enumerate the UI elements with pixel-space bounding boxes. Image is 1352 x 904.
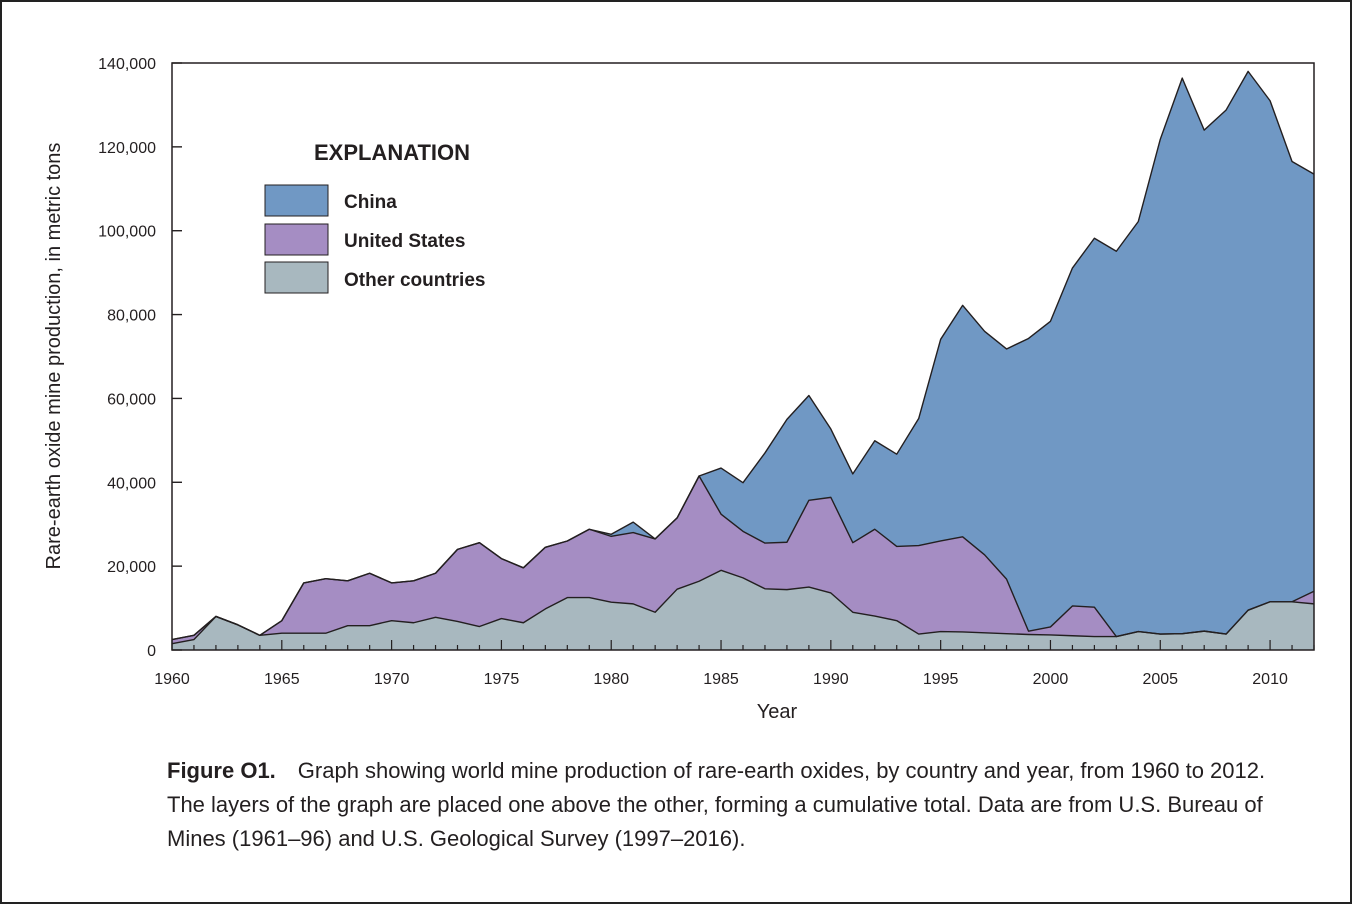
legend-title: EXPLANATION xyxy=(314,140,470,165)
x-tick-label: 1995 xyxy=(923,671,959,688)
y-tick-label: 20,000 xyxy=(107,559,156,576)
area-other-countries xyxy=(172,570,1314,650)
x-tick-label: 1985 xyxy=(703,671,739,688)
y-tick-label: 60,000 xyxy=(107,391,156,408)
y-tick-label: 140,000 xyxy=(98,56,156,73)
y-axis: 0 20,000 40,000 60,000 80,000 100,000 120,000 1… xyxy=(98,56,182,660)
caption-label: Figure O1. xyxy=(167,758,276,783)
x-axis-title: Year xyxy=(757,701,798,723)
legend: EXPLANATION China United States Other co… xyxy=(264,140,485,294)
x-tick-label: 1990 xyxy=(813,671,849,688)
figure-caption: Figure O1. Graph showing world mine produ… xyxy=(167,754,1277,856)
legend-swatch-other-countries xyxy=(264,261,329,294)
y-axis-title: Rare-earth oxide mine production, in met… xyxy=(43,143,65,570)
x-tick-label: 2000 xyxy=(1033,671,1069,688)
y-tick-label: 80,000 xyxy=(107,308,156,325)
area-china-outline xyxy=(171,70,1315,641)
x-axis: 1960 1965 1970 1975 1980 1985 1990 1995 2000 2005… xyxy=(154,640,1315,688)
y-tick-label: 0 xyxy=(147,643,156,660)
x-tick-label: 1975 xyxy=(484,671,520,688)
legend-label-united-states: United States xyxy=(344,231,465,252)
y-tick-label: 120,000 xyxy=(98,140,156,157)
legend-swatch-china xyxy=(264,184,329,217)
x-tick-label: 1970 xyxy=(374,671,410,688)
x-tick-label: 1965 xyxy=(264,671,300,688)
legend-label-china: China xyxy=(344,192,397,213)
y-tick-label: 40,000 xyxy=(107,475,156,492)
legend-swatch-united-states xyxy=(264,223,329,256)
x-tick-label: 1980 xyxy=(593,671,629,688)
area-china xyxy=(172,71,1314,640)
x-tick-label: 1960 xyxy=(154,671,190,688)
x-tick-label: 2010 xyxy=(1252,671,1288,688)
caption-text: Graph showing world mine production of r… xyxy=(167,758,1266,851)
chart-areas xyxy=(171,70,1315,650)
x-tick-label: 2005 xyxy=(1142,671,1178,688)
legend-label-other-countries: Other countries xyxy=(344,270,485,291)
area-united-states xyxy=(172,476,1314,644)
y-tick-label: 100,000 xyxy=(98,224,156,241)
